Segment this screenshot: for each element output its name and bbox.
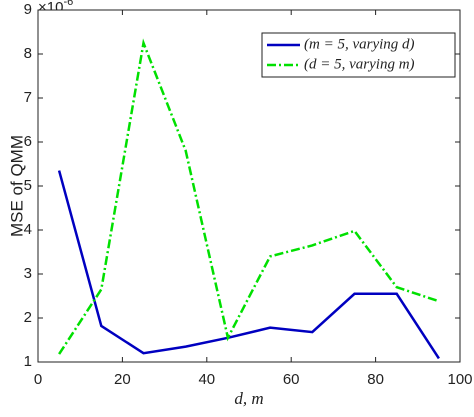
x-tick-label: 80 [367, 371, 384, 388]
x-tick-label: 40 [198, 371, 215, 388]
y-tick-label: 8 [24, 45, 32, 62]
y-tick-label: 9 [24, 1, 32, 18]
y-tick-label: 7 [24, 89, 32, 106]
exponent-power: -6 [63, 0, 73, 8]
x-tick-label: 0 [34, 371, 42, 388]
legend-label: (m = 5, varying d) [304, 36, 415, 52]
y-tick-label: 3 [24, 265, 32, 282]
series-line [57, 170, 440, 360]
series-line [58, 38, 440, 355]
y-tick-label: 4 [24, 221, 32, 238]
x-tick-label: 100 [447, 371, 472, 388]
x-tick-label: 60 [283, 371, 300, 388]
y-axis-label: MSE of QMM [7, 135, 26, 237]
y-tick-label: 5 [24, 177, 32, 194]
y-tick-label: 2 [24, 309, 32, 326]
y-tick-label: 1 [24, 353, 32, 370]
x-tick-label: 20 [114, 371, 131, 388]
y-tick-label: 6 [24, 133, 32, 150]
legend-label: (d = 5, varying m) [304, 56, 415, 72]
legend-box [261, 32, 456, 78]
x-axis-label: d, m [234, 389, 263, 408]
